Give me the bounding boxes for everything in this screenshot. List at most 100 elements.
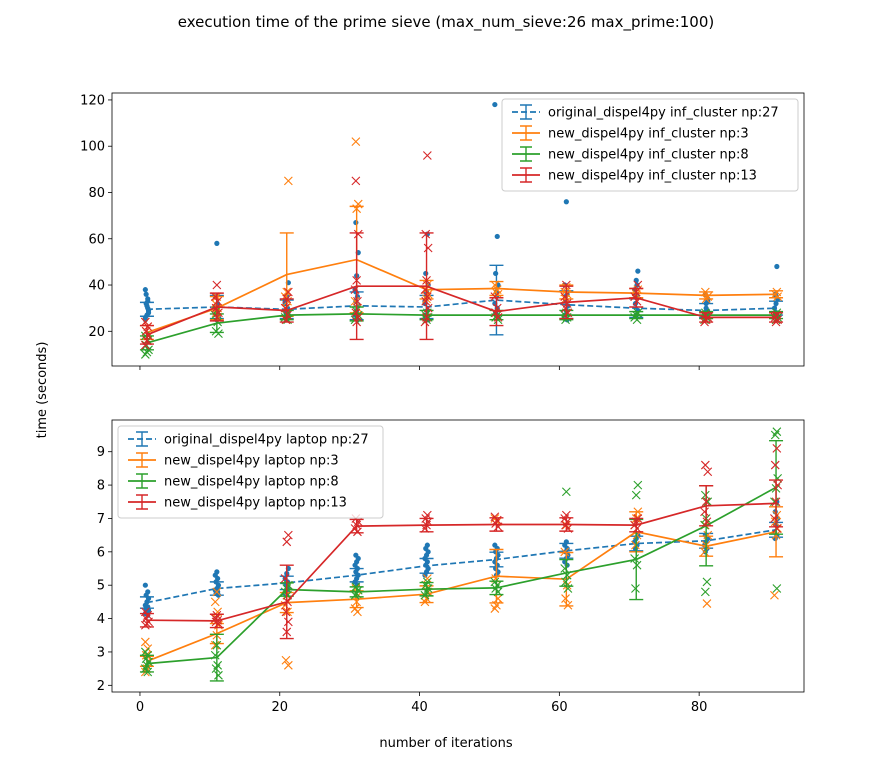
scatter-point (703, 530, 713, 540)
scatter-point (423, 270, 429, 277)
scatter-point (702, 599, 712, 608)
y-tick-label: 8 (97, 479, 105, 494)
mean-line (146, 530, 777, 663)
series-new-dispel4py-laptop-np-3 (139, 506, 784, 677)
scatter-point (351, 137, 361, 146)
scatter-point (142, 287, 148, 293)
legend-box (117, 425, 384, 519)
scatter-point (703, 497, 713, 507)
scatter-point (564, 562, 570, 568)
scatter-point (630, 292, 640, 301)
x-tick-label: 20 (271, 700, 288, 715)
scatter-point (421, 229, 431, 239)
scatter-point (351, 176, 361, 186)
scatter-point (560, 564, 570, 573)
scatter-point (772, 524, 782, 533)
scatter-point (490, 280, 500, 290)
scatter-point (493, 313, 503, 322)
scatter-point (280, 574, 290, 583)
x-axis-label: number of iterations (379, 736, 512, 751)
series-new-dispel4py-laptop-np-13 (139, 443, 784, 640)
legend-entry: new_dispel4py laptop np:13 (164, 496, 347, 511)
scatter-point (140, 637, 150, 647)
scatter-point (422, 151, 432, 160)
legend-box (501, 98, 799, 192)
scatter-point (700, 587, 710, 597)
y-tick-label: 4 (97, 612, 105, 627)
error-bar (769, 479, 784, 528)
scatter-point (283, 530, 293, 540)
legend-entry: new_dispel4py inf_cluster np:13 (548, 169, 757, 184)
y-tick-label: 7 (97, 512, 105, 527)
legend: original_dispel4py inf_cluster np:27 new_… (501, 98, 799, 192)
legend-errorbar-icon (136, 431, 148, 447)
scatter-point (210, 292, 220, 301)
scatter-point (700, 547, 709, 557)
series-new-dispel4py-inf-cluster-np-13 (139, 151, 784, 350)
scatter-point (210, 640, 220, 650)
scatter-point (423, 243, 433, 253)
figure-title: execution time of the prime sieve (max_n… (178, 13, 714, 32)
scatter-point (212, 280, 222, 290)
scatter-point (353, 219, 359, 226)
x-tick-label: 0 (136, 700, 144, 715)
scatter-point (283, 617, 293, 627)
scatter-point (631, 490, 641, 500)
bottom-panel: 0 20 40 60 80 2 3 4 5 6 7 8 9 original_dispel4py lapt… (97, 419, 805, 715)
scatter-point (140, 620, 150, 630)
scatter-point (561, 577, 570, 587)
scatter-point (773, 524, 783, 533)
scatter-point (632, 560, 642, 570)
scatter-point (490, 604, 500, 613)
scatter-point (283, 287, 293, 297)
mean-line (146, 486, 777, 665)
scatter-point (422, 292, 432, 301)
scatter-point (561, 303, 570, 313)
error-bar (769, 290, 784, 299)
scatter-point (773, 474, 783, 483)
scatter-point (632, 315, 642, 325)
scatter-point (770, 517, 780, 527)
legend-entry: new_dispel4py inf_cluster np:8 (548, 148, 749, 163)
y-tick-label: 2 (97, 679, 105, 694)
y-tick-label: 60 (88, 232, 105, 247)
scatter-point (561, 280, 571, 290)
scatter-point (214, 308, 223, 318)
scatter-point (631, 584, 640, 593)
legend: original_dispel4py laptop np:27 new_dispe… (117, 425, 384, 519)
scatter-point (351, 308, 361, 318)
scatter-point (493, 594, 503, 603)
scatter-point (703, 467, 713, 477)
scatter-point (213, 296, 223, 306)
scatter-point (281, 655, 291, 665)
legend-entry: new_dispel4py inf_cluster np:3 (548, 127, 749, 142)
scatter-point (214, 329, 223, 338)
y-tick-label: 100 (80, 140, 105, 155)
scatter-point (214, 240, 220, 246)
error-bar (769, 312, 784, 323)
scatter-point (770, 514, 779, 523)
scatter-point (140, 340, 150, 350)
scatter-point (210, 597, 220, 607)
scatter-point (353, 607, 362, 617)
scatter-point (422, 574, 432, 583)
scatter-point (770, 430, 780, 440)
x-tick-label: 80 (691, 700, 708, 715)
scatter-point (774, 263, 780, 270)
scatter-point (561, 487, 571, 497)
y-tick-label: 3 (97, 645, 105, 660)
legend-errorbar-icon (520, 125, 532, 141)
scatter-point (281, 607, 291, 617)
scatter-point (211, 664, 221, 674)
scatter-point (140, 317, 150, 327)
scatter-point (770, 590, 779, 600)
scatter-point (700, 460, 710, 470)
scatter-point (214, 670, 223, 680)
scatter-point (492, 101, 498, 108)
y-tick-label: 80 (88, 186, 105, 201)
legend-errorbar-icon (520, 104, 532, 120)
mean-line (146, 313, 776, 344)
scatter-point (350, 296, 360, 306)
scatter-point (422, 572, 428, 578)
error-bar (209, 581, 224, 596)
